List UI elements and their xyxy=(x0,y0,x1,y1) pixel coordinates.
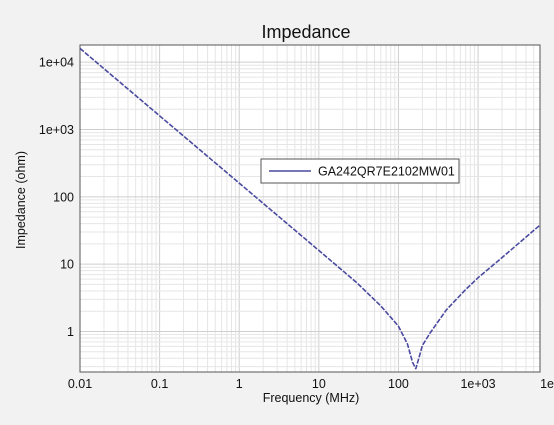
y-axis-label: Impedance (ohm) xyxy=(14,151,28,249)
x-tick-label: 1 xyxy=(236,377,243,391)
x-axis-label: Frequency (MHz) xyxy=(263,391,360,405)
y-tick-label: 1 xyxy=(67,325,74,339)
plot-area xyxy=(80,45,540,372)
x-tick-label: 1e+04 xyxy=(540,377,554,391)
y-tick-label: 100 xyxy=(53,190,74,204)
y-tick-label: 10 xyxy=(60,258,74,272)
y-tick-label: 1e+03 xyxy=(39,123,74,137)
legend: GA242QR7E2102MW01 xyxy=(261,159,459,183)
x-tick-label: 0.1 xyxy=(151,377,168,391)
legend-entry-label: GA242QR7E2102MW01 xyxy=(318,165,455,179)
x-tick-label: 10 xyxy=(312,377,326,391)
chart-title: Impedance xyxy=(261,22,350,42)
x-tick-label: 0.01 xyxy=(68,377,92,391)
x-tick-label: 100 xyxy=(388,377,409,391)
y-tick-label: 1e+04 xyxy=(39,56,74,70)
x-tick-label: 1e+03 xyxy=(460,377,495,391)
